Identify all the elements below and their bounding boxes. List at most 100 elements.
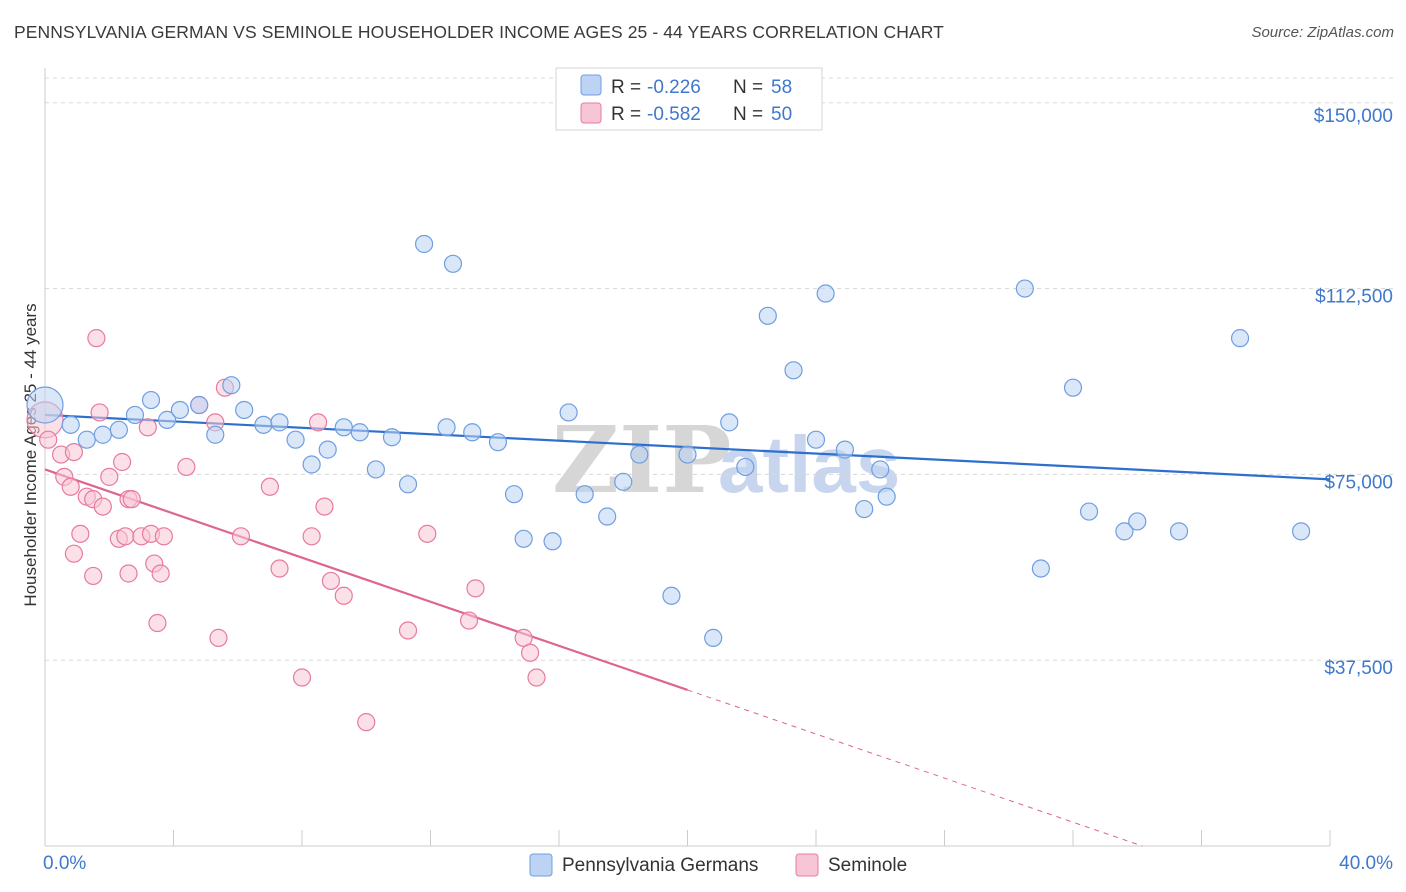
pennsylvania-german-point <box>1063 378 1083 397</box>
pennsylvania-german-point <box>877 487 896 506</box>
seminole-trend-line <box>44 468 688 691</box>
y-axis-label: Householder Income Ages 25 - 44 years <box>21 303 40 606</box>
axes <box>44 68 1331 847</box>
seminole-point <box>151 564 170 583</box>
seminole-point <box>87 329 106 348</box>
seminole-point <box>520 643 540 662</box>
pennsylvania-german-point <box>758 306 777 325</box>
seminole-point <box>357 713 376 732</box>
seminole-point <box>154 527 173 546</box>
seminole-point <box>64 544 84 563</box>
pennsylvania-german-point <box>736 457 755 477</box>
bottom-legend-label-2: Seminole <box>828 855 907 876</box>
pennsylvania-german-point <box>704 628 723 647</box>
pennsylvania-german-point <box>222 376 241 395</box>
pennsylvania-german-point <box>1128 512 1147 531</box>
seminole-point <box>308 413 328 432</box>
pennsylvania-german-point <box>170 400 190 420</box>
pennsylvania-german-point <box>816 284 835 303</box>
seminole-points <box>26 329 546 732</box>
seminole-point <box>64 442 84 462</box>
pennsylvania-german-point <box>543 532 562 551</box>
legend-r-value-1: -0.226 <box>647 77 701 98</box>
seminole-point <box>260 477 279 496</box>
seminole-point <box>418 524 437 543</box>
pennsylvania-german-point <box>141 390 161 410</box>
bottom-legend: Pennsylvania Germans Seminole <box>529 853 907 877</box>
pennsylvania-german-point <box>302 455 321 474</box>
pennsylvania-german-point <box>504 485 524 504</box>
y-tick-label: $75,000 <box>1324 472 1393 493</box>
seminole-point <box>119 564 138 583</box>
seminole-point <box>116 527 135 546</box>
pennsylvania-german-point <box>1079 502 1099 521</box>
seminole-point <box>93 497 112 516</box>
seminole-point <box>302 527 321 546</box>
seminole-point <box>112 452 132 472</box>
seminole-point <box>315 497 334 516</box>
x-tick-labels: 0.0% 40.0% <box>43 853 1393 874</box>
bottom-legend-label-1: Pennsylvania Germans <box>562 855 758 876</box>
pennsylvania-german-point <box>575 485 594 504</box>
pennsylvania-german-point <box>350 423 369 442</box>
y-tick-label: $37,500 <box>1324 658 1393 679</box>
pennsylvania-german-point <box>26 386 64 424</box>
pennsylvania-german-point <box>662 586 681 605</box>
seminole-point <box>209 628 228 647</box>
pennsylvania-german-point <box>1169 522 1189 541</box>
seminole-point <box>270 559 289 578</box>
legend-n-label-2: N = <box>733 104 763 125</box>
seminole-point <box>527 668 546 687</box>
pennsylvania-german-point <box>77 430 96 449</box>
pennsylvania-german-point <box>559 403 578 422</box>
pennsylvania-german-point <box>463 423 482 442</box>
pennsylvania-germans-points <box>26 234 1311 647</box>
pennsylvania-german-point <box>806 430 826 449</box>
pennsylvania-german-point <box>443 254 463 273</box>
seminole-point <box>231 527 251 546</box>
seminole-point <box>138 418 157 437</box>
pennsylvania-german-point <box>488 433 508 452</box>
pennsylvania-german-point <box>1230 329 1250 348</box>
pennsylvania-german-point <box>1015 279 1034 298</box>
seminole-trend-extension <box>687 689 1143 847</box>
seminole-point <box>292 668 312 687</box>
pennsylvania-german-point <box>630 445 649 464</box>
pennsylvania-german-point <box>270 413 289 432</box>
pennsylvania-german-point <box>93 425 112 444</box>
pennsylvania-german-point <box>720 413 739 432</box>
pennsylvania-german-point <box>1291 522 1311 541</box>
legend-r-value-2: -0.582 <box>647 104 701 125</box>
seminole-point <box>177 457 196 477</box>
bottom-legend-swatch-pink <box>795 853 819 877</box>
grid <box>45 77 1395 661</box>
pennsylvania-german-point <box>855 499 874 519</box>
seminole-point <box>84 566 103 586</box>
pennsylvania-german-point <box>437 418 456 437</box>
x-tick-label-min: 0.0% <box>43 853 86 874</box>
legend-n-value-1: 58 <box>771 77 792 98</box>
seminole-point <box>398 621 418 640</box>
pennsylvania-german-point <box>254 415 273 434</box>
pennsylvania-german-point <box>61 415 80 434</box>
seminole-point <box>321 571 341 591</box>
pennsylvania-german-point <box>678 445 697 464</box>
bottom-legend-swatch-blue <box>529 853 553 877</box>
top-legend: R = -0.226 N = 58 R = -0.582 N = 50 <box>555 67 823 131</box>
seminole-point <box>334 586 353 605</box>
pennsylvania-german-point <box>286 430 305 449</box>
pennsylvania-german-point <box>235 400 254 420</box>
source-text: Source: ZipAtlas.com <box>1251 24 1394 41</box>
pennsylvania-german-point <box>109 420 128 439</box>
pennsylvania-german-point <box>157 410 177 429</box>
chart-title: PENNSYLVANIA GERMAN VS SEMINOLE HOUSEHOL… <box>14 22 944 42</box>
legend-swatch-pink <box>580 102 602 124</box>
pennsylvania-german-point <box>318 440 337 459</box>
pennsylvania-german-point <box>514 529 533 548</box>
pennsylvania-german-point <box>871 460 890 479</box>
pennsylvania-german-point <box>414 234 434 254</box>
pennsylvania-german-point <box>206 425 225 444</box>
pennsylvania-german-point <box>125 405 145 425</box>
seminole-point <box>459 611 479 630</box>
legend-n-value-2: 50 <box>771 104 792 125</box>
